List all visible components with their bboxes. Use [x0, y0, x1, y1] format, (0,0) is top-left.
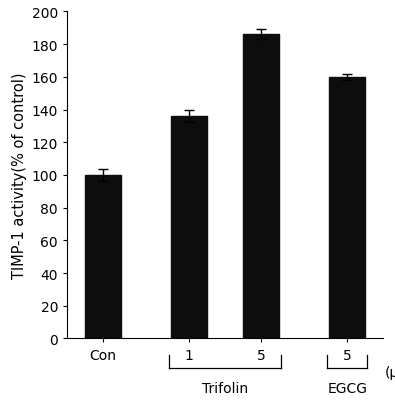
Bar: [243, 35, 279, 339]
Text: Trifolin: Trifolin: [202, 381, 248, 395]
Text: (μM): (μM): [385, 365, 395, 379]
Text: EGCG: EGCG: [327, 381, 367, 395]
Bar: [171, 117, 207, 339]
Bar: [329, 78, 365, 339]
Bar: [85, 176, 121, 339]
Y-axis label: TIMP-1 activity(% of control): TIMP-1 activity(% of control): [13, 73, 28, 278]
